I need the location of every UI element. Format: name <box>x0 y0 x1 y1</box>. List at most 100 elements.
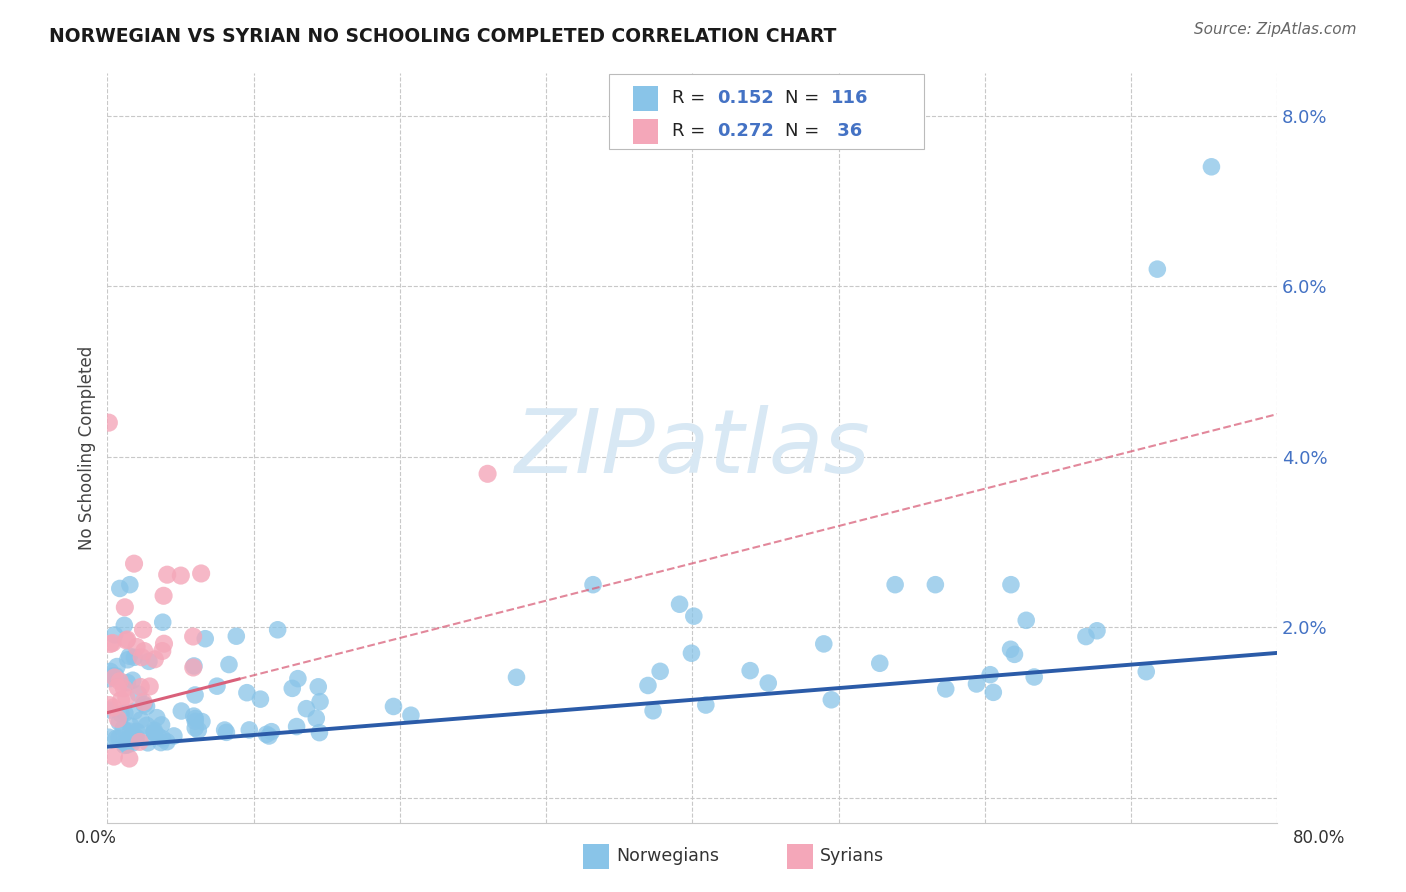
Point <box>117 675 139 690</box>
Point <box>118 577 141 591</box>
Point <box>382 699 405 714</box>
Point <box>309 695 332 709</box>
Point <box>966 677 988 691</box>
Point <box>1000 642 1022 657</box>
Point <box>163 729 186 743</box>
Point <box>98 672 121 686</box>
Point <box>142 725 165 739</box>
Point <box>121 727 143 741</box>
Point <box>129 713 152 727</box>
Text: R =: R = <box>672 89 711 107</box>
Point <box>125 724 148 739</box>
Point <box>121 673 143 688</box>
Point <box>124 731 146 746</box>
Point <box>98 703 121 717</box>
Point <box>97 416 120 430</box>
Text: 80.0%: 80.0% <box>1292 829 1346 847</box>
Text: N =: N = <box>785 89 824 107</box>
Point <box>924 577 946 591</box>
Text: Source: ZipAtlas.com: Source: ZipAtlas.com <box>1194 22 1357 37</box>
Point <box>249 692 271 706</box>
Point <box>115 633 138 648</box>
Point <box>98 665 121 679</box>
Point <box>146 729 169 743</box>
Point <box>121 736 143 750</box>
Point <box>143 723 166 738</box>
Point <box>869 657 891 671</box>
Point <box>108 731 131 746</box>
Text: 0.272: 0.272 <box>717 122 773 140</box>
Point <box>170 568 193 582</box>
Point <box>399 708 422 723</box>
Point <box>101 669 124 683</box>
Point <box>295 701 318 715</box>
Y-axis label: No Schooling Completed: No Schooling Completed <box>79 346 96 550</box>
Point <box>110 693 132 707</box>
Point <box>149 736 172 750</box>
Point <box>668 597 690 611</box>
Point <box>156 735 179 749</box>
Point <box>187 723 209 738</box>
Point <box>153 637 176 651</box>
Point <box>756 676 779 690</box>
Point <box>1085 624 1108 638</box>
Point <box>105 659 128 673</box>
Point <box>114 706 136 721</box>
Point <box>115 738 138 752</box>
Point <box>132 695 155 709</box>
Point <box>682 609 704 624</box>
Point <box>1074 630 1097 644</box>
Point <box>152 731 174 746</box>
Point <box>305 711 328 725</box>
Point <box>127 687 149 701</box>
Point <box>1004 648 1026 662</box>
Point <box>110 707 132 722</box>
Point <box>1135 665 1157 679</box>
Text: N =: N = <box>785 122 824 140</box>
Point <box>125 730 148 744</box>
Text: Syrians: Syrians <box>820 847 884 865</box>
Point <box>184 711 207 725</box>
Point <box>191 714 214 729</box>
Text: ZIPatlas: ZIPatlas <box>515 405 870 491</box>
Point <box>181 660 204 674</box>
Point <box>108 674 131 689</box>
Point <box>122 557 145 571</box>
Point <box>112 739 135 753</box>
Point <box>101 636 124 650</box>
Point <box>1015 613 1038 627</box>
Point <box>979 667 1001 681</box>
Point <box>98 698 121 712</box>
Point <box>139 680 162 694</box>
Point <box>143 652 166 666</box>
Point <box>1146 262 1168 277</box>
Point <box>256 727 278 741</box>
Point <box>117 653 139 667</box>
Point <box>150 718 173 732</box>
Point <box>170 704 193 718</box>
Text: NORWEGIAN VS SYRIAN NO SCHOOLING COMPLETED CORRELATION CHART: NORWEGIAN VS SYRIAN NO SCHOOLING COMPLET… <box>49 27 837 45</box>
Point <box>740 664 762 678</box>
Point <box>104 628 127 642</box>
Point <box>97 731 120 745</box>
Point <box>215 725 238 739</box>
Text: 0.0%: 0.0% <box>75 829 117 847</box>
Point <box>236 686 259 700</box>
Point <box>101 700 124 714</box>
Point <box>103 671 125 685</box>
Point <box>477 467 499 481</box>
Point <box>1024 670 1046 684</box>
Point <box>260 724 283 739</box>
Point <box>124 704 146 718</box>
Point <box>108 582 131 596</box>
Point <box>146 711 169 725</box>
Point <box>820 693 842 707</box>
Point <box>184 688 207 702</box>
Point <box>935 681 957 696</box>
Point <box>156 567 179 582</box>
Point <box>128 735 150 749</box>
Point <box>152 589 174 603</box>
Point <box>135 718 157 732</box>
Point <box>105 731 128 746</box>
Point <box>307 680 329 694</box>
